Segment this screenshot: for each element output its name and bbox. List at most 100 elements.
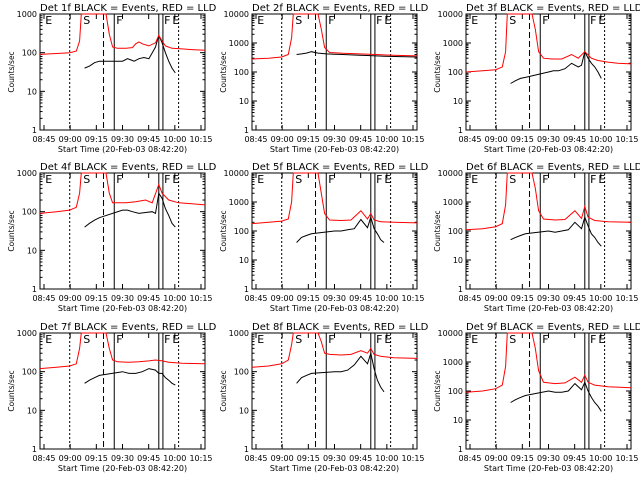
x-tick-label: 09:30 <box>111 454 134 463</box>
y-tick-label: 1 <box>32 445 37 454</box>
interval-marker-label: F <box>376 333 382 346</box>
panel-title: Det 1f BLACK = Events, RED = LLD <box>40 3 217 14</box>
interval-marker-label: S <box>83 14 90 27</box>
y-tick-label: 100 <box>22 208 37 217</box>
y-tick-label: 1000 <box>443 198 463 207</box>
x-tick-label: 08:45 <box>244 135 267 144</box>
x-tick-label: 08:45 <box>458 135 481 144</box>
x-tick-label: 09:15 <box>511 135 534 144</box>
y-tick-label: 1000 <box>17 329 37 338</box>
series-events-line <box>296 351 385 393</box>
x-tick-label: 09:15 <box>85 135 108 144</box>
interval-marker-label: S <box>295 14 302 27</box>
interval-marker-label: S <box>83 173 90 186</box>
x-tick-label: 09:15 <box>297 294 320 303</box>
x-axis-label: Start Time (20-Feb-03 08:42:20) <box>270 304 399 313</box>
x-tick-label: 09:15 <box>511 454 534 463</box>
x-tick-label: 09:45 <box>137 135 160 144</box>
panel-title: Det 5f BLACK = Events, RED = LLD <box>252 162 429 173</box>
interval-marker-label: F <box>164 333 170 346</box>
x-tick-label: 09:15 <box>297 135 320 144</box>
y-axis-label: Counts/sec <box>219 51 228 92</box>
y-tick-label: 10000 <box>224 10 249 19</box>
x-tick-label: 08:45 <box>32 454 55 463</box>
x-tick-label: 10:15 <box>615 294 638 303</box>
series-events-line <box>510 215 602 247</box>
x-tick-label: 10:15 <box>401 135 424 144</box>
y-tick-label: 100 <box>448 227 463 236</box>
interval-marker-label: E <box>45 333 52 346</box>
x-axis-label: Start Time (20-Feb-03 08:42:20) <box>270 145 399 154</box>
x-axis-label: Start Time (20-Feb-03 08:42:20) <box>58 304 187 313</box>
panel-title: Det 6f BLACK = Events, RED = LLD <box>466 162 640 173</box>
x-tick-label: 09:00 <box>485 294 508 303</box>
x-tick-label: 09:30 <box>111 294 134 303</box>
interval-marker-label: F <box>542 173 548 186</box>
x-tick-label: 09:00 <box>485 454 508 463</box>
x-tick-label: 10:00 <box>163 135 186 144</box>
x-axis-label: Start Time (20-Feb-03 08:42:20) <box>484 304 613 313</box>
x-tick-label: 09:00 <box>59 135 82 144</box>
panel-det-1: Det 1f BLACK = Events, RED = LLD 1 10 100 10… <box>7 3 217 154</box>
y-tick-label: 1000 <box>17 169 37 178</box>
interval-marker-label: S <box>509 14 516 27</box>
panel-det-2: Det 2f BLACK = Events, RED = LLD 1 10 100 10… <box>219 3 429 154</box>
x-tick-label: 09:30 <box>323 135 346 144</box>
y-tick-label: 1 <box>458 445 463 454</box>
panel-title: Det 3f BLACK = Events, RED = LLD <box>466 3 640 14</box>
panel-title: Det 7f BLACK = Events, RED = LLD <box>40 322 217 333</box>
x-tick-label: 10:15 <box>401 454 424 463</box>
interval-marker-label: S <box>83 333 90 346</box>
interval-marker-label: F <box>116 173 122 186</box>
y-axis-label: Counts/sec <box>7 51 16 92</box>
series-events-line <box>84 368 176 386</box>
x-tick-label: 08:45 <box>32 294 55 303</box>
interval-marker-label: F <box>590 14 596 27</box>
interval-marker-label: E <box>45 173 52 186</box>
y-tick-label: 10000 <box>224 169 249 178</box>
y-tick-label: 10 <box>453 97 463 106</box>
interval-marker-label: F <box>590 173 596 186</box>
y-axis-label: Counts/sec <box>219 210 228 251</box>
series-events-line <box>510 380 602 412</box>
x-tick-label: 10:00 <box>163 294 186 303</box>
interval-marker-label: E <box>257 333 264 346</box>
x-axis-label: Start Time (20-Feb-03 08:42:20) <box>484 145 613 154</box>
series-events-line <box>296 215 385 243</box>
x-tick-label: 09:00 <box>271 135 294 144</box>
y-tick-label: 10 <box>453 416 463 425</box>
y-tick-label: 10 <box>239 97 249 106</box>
x-axis-label: Start Time (20-Feb-03 08:42:20) <box>484 464 613 473</box>
interval-marker-label: F <box>328 173 334 186</box>
series-lld-line <box>465 332 632 393</box>
interval-marker-label: E <box>598 333 605 346</box>
x-axis-label: Start Time (20-Feb-03 08:42:20) <box>58 145 187 154</box>
x-tick-label: 09:45 <box>137 294 160 303</box>
interval-marker-label: F <box>376 14 382 27</box>
y-tick-label: 10000 <box>438 329 463 338</box>
y-tick-label: 10 <box>27 246 37 255</box>
series-events-line <box>510 50 602 84</box>
interval-marker-label: S <box>509 173 516 186</box>
series-lld-line <box>251 332 418 368</box>
x-tick-label: 09:30 <box>537 294 560 303</box>
interval-marker-label: E <box>598 14 605 27</box>
panel-det-4: Det 4f BLACK = Events, RED = LLD 1 10 100 10… <box>7 162 217 313</box>
x-tick-label: 09:15 <box>85 454 108 463</box>
y-tick-label: 1000 <box>229 329 249 338</box>
plot-frame <box>39 332 206 450</box>
interval-marker-label: F <box>376 173 382 186</box>
x-tick-label: 10:15 <box>189 454 212 463</box>
y-tick-label: 10000 <box>438 10 463 19</box>
plot-frame <box>39 13 206 131</box>
y-tick-label: 1 <box>458 126 463 135</box>
interval-marker-label: S <box>509 333 516 346</box>
y-tick-label: 100 <box>448 387 463 396</box>
y-tick-label: 1000 <box>229 39 249 48</box>
x-tick-label: 09:30 <box>323 294 346 303</box>
x-tick-label: 09:00 <box>485 135 508 144</box>
y-tick-label: 100 <box>234 68 249 77</box>
x-tick-label: 08:45 <box>32 135 55 144</box>
series-lld-line <box>39 332 206 370</box>
x-tick-label: 09:30 <box>111 135 134 144</box>
